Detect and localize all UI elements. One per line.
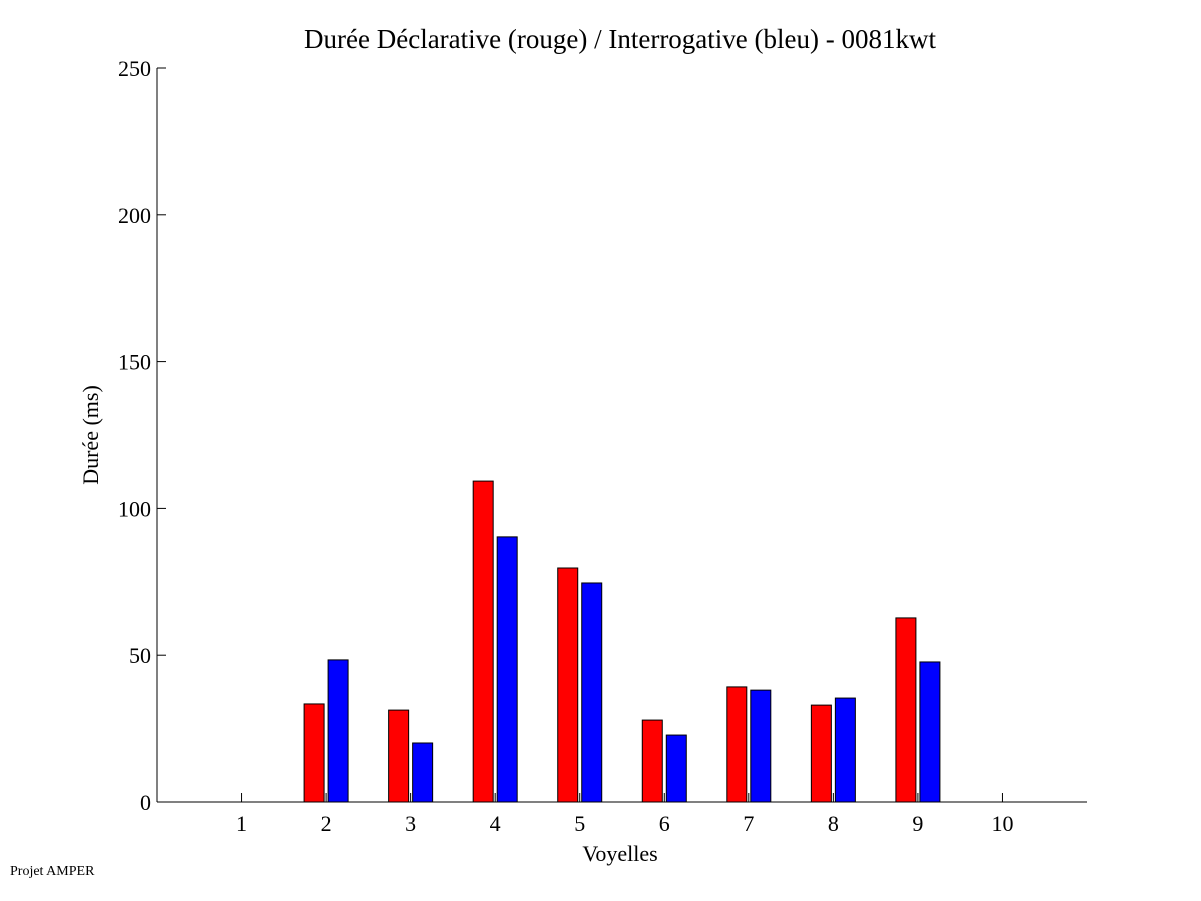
bar-interrogative-2: [327, 659, 349, 803]
y-tick-label-100: 100: [118, 496, 151, 521]
bar-declarative-3: [388, 709, 410, 803]
x-tick-label-5: 5: [574, 811, 585, 836]
bar-declarative-6: [641, 719, 663, 803]
x-tick-label-4: 4: [490, 811, 501, 836]
y-tick-label-250: 250: [118, 56, 151, 81]
x-tick-label-7: 7: [743, 811, 754, 836]
bar-interrogative-8: [834, 697, 856, 803]
x-tick-label-8: 8: [828, 811, 839, 836]
y-tick-label-50: 50: [129, 643, 151, 668]
footer-label: Projet AMPER: [10, 864, 95, 879]
bar-declarative-2: [303, 703, 325, 803]
x-tick-label-3: 3: [405, 811, 416, 836]
x-tick-label-9: 9: [912, 811, 923, 836]
bar-interrogative-6: [665, 734, 687, 803]
bar-interrogative-4: [496, 536, 518, 803]
bar-interrogative-3: [412, 742, 434, 803]
bar-interrogative-7: [750, 689, 772, 803]
chart-title: Durée Déclarative (rouge) / Interrogativ…: [304, 24, 936, 54]
bar-declarative-4: [472, 480, 494, 803]
x-tick-label-6: 6: [659, 811, 670, 836]
x-tick-label-10: 10: [991, 811, 1013, 836]
x-tick-label-2: 2: [321, 811, 332, 836]
bar-declarative-9: [895, 617, 917, 803]
y-tick-label-0: 0: [140, 790, 151, 815]
bar-declarative-5: [557, 567, 579, 803]
x-axis-label: Voyelles: [582, 841, 657, 866]
bar-declarative-8: [810, 704, 832, 803]
y-tick-label-150: 150: [118, 350, 151, 375]
y-axis-label: Durée (ms): [78, 385, 103, 485]
bar-interrogative-5: [581, 582, 603, 803]
bar-declarative-7: [726, 686, 748, 803]
x-tick-label-1: 1: [236, 811, 247, 836]
bar-interrogative-9: [919, 661, 941, 803]
y-tick-label-200: 200: [118, 203, 151, 228]
